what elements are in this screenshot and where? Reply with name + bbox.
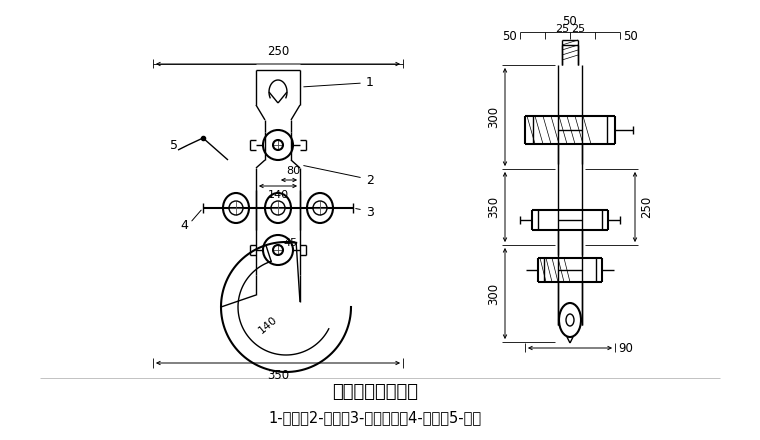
- Text: 50: 50: [562, 15, 578, 28]
- Text: 2: 2: [366, 173, 374, 187]
- Text: 250: 250: [267, 45, 289, 58]
- Text: 5: 5: [170, 139, 178, 151]
- Text: 300: 300: [487, 106, 500, 128]
- Text: 80: 80: [286, 166, 300, 176]
- Text: 1-吊环；2-耳板；3-销环轴辊；4-销柄；5-拉绳: 1-吊环；2-耳板；3-销环轴辊；4-销柄；5-拉绳: [268, 411, 482, 425]
- Text: 25: 25: [555, 24, 569, 34]
- Text: 25: 25: [571, 24, 585, 34]
- Text: 50: 50: [623, 29, 638, 43]
- Text: 350: 350: [267, 369, 289, 382]
- Text: 1: 1: [366, 76, 374, 88]
- Text: 90: 90: [618, 341, 633, 355]
- Text: 4: 4: [180, 219, 188, 231]
- Text: 300: 300: [487, 282, 500, 304]
- Text: 3: 3: [366, 205, 374, 219]
- Text: 140: 140: [268, 190, 289, 200]
- Text: 140: 140: [257, 315, 280, 336]
- Text: 250: 250: [640, 196, 653, 218]
- Text: 350: 350: [487, 196, 500, 218]
- Text: 45: 45: [283, 238, 297, 248]
- Text: 50: 50: [502, 29, 517, 43]
- Text: 强夯自动脱钩器图: 强夯自动脱钩器图: [332, 383, 418, 401]
